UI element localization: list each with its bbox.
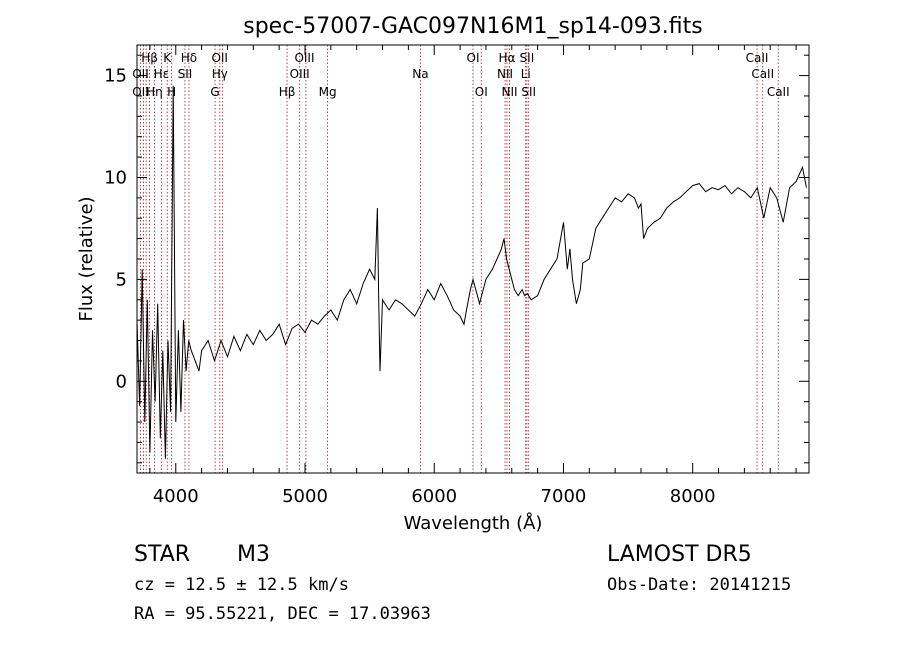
y-tick-label: 0 xyxy=(116,371,127,392)
spectrum-series xyxy=(136,85,807,459)
line-label: Hη xyxy=(146,85,163,99)
line-label: OI xyxy=(467,51,480,65)
y-tick-label: 15 xyxy=(104,66,127,87)
x-tick-label: 5000 xyxy=(282,486,328,507)
coordinates: RA = 95.55221, DEC = 17.03963 xyxy=(134,604,431,624)
line-label: K xyxy=(163,51,172,65)
line-label: NII xyxy=(497,67,513,81)
line-label: Hβ xyxy=(279,85,296,99)
line-label: CaII xyxy=(767,85,790,99)
line-label: OII xyxy=(211,51,228,65)
y-axis-ticks: 0 5 10 15 xyxy=(104,54,809,464)
line-label: Hγ xyxy=(212,67,228,81)
line-label: OIII xyxy=(294,51,314,65)
line-label: Mg xyxy=(319,85,337,99)
line-label: NII xyxy=(502,85,518,99)
x-tick-label: 8000 xyxy=(670,486,716,507)
observation-date: Obs-Date: 20141215 xyxy=(607,575,791,595)
spectral-line-markers xyxy=(140,45,779,473)
line-label: Li xyxy=(521,67,531,81)
redshift-velocity: cz = 12.5 ± 12.5 km/s xyxy=(134,575,349,595)
x-tick-label: 7000 xyxy=(541,486,587,507)
object-subclass: M3 xyxy=(237,542,270,567)
line-label: OII xyxy=(132,85,149,99)
line-label: CaII xyxy=(751,67,774,81)
y-axis-label: Flux (relative) xyxy=(76,196,97,321)
x-tick-label: 6000 xyxy=(411,486,457,507)
spectral-line-labels: Hβ K Hδ OII OIII OI Hα SII CaII OII Hε SII Hγ OIII Na N… xyxy=(132,51,789,99)
line-label: OII xyxy=(132,67,149,81)
y-tick-label: 5 xyxy=(116,269,127,290)
line-label: SII xyxy=(520,51,535,65)
chart-title: spec-57007-GAC097N16M1_sp14-093.fits xyxy=(243,14,703,39)
line-label: Hβ xyxy=(141,51,158,65)
line-label: Na xyxy=(412,67,428,81)
spectrum-line xyxy=(136,85,807,459)
x-axis-ticks: 4000 5000 6000 7000 8000 xyxy=(149,45,797,507)
line-label: CaII xyxy=(746,51,769,65)
line-label: H xyxy=(167,85,176,99)
survey-name: LAMOST DR5 xyxy=(607,542,752,567)
x-axis-label: Wavelength (Å) xyxy=(404,512,543,534)
line-label: Hε xyxy=(154,67,170,81)
line-label: G xyxy=(210,85,219,99)
x-tick-label: 4000 xyxy=(153,486,199,507)
y-tick-label: 10 xyxy=(104,167,127,188)
object-class: STAR xyxy=(134,542,190,567)
line-label: Hδ xyxy=(181,51,197,65)
line-label: SII xyxy=(178,67,193,81)
line-label: Hα xyxy=(499,51,516,65)
line-label: OIII xyxy=(290,67,310,81)
line-label: SII xyxy=(521,85,536,99)
line-label: OI xyxy=(475,85,488,99)
